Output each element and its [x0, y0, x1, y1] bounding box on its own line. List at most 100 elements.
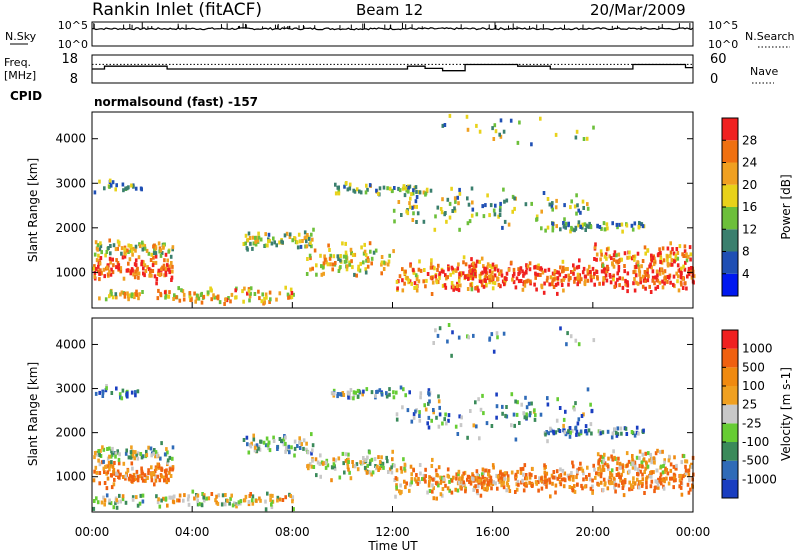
range-cell — [252, 437, 256, 442]
range-cell — [482, 411, 485, 416]
range-cell — [525, 263, 528, 268]
range-cell — [666, 261, 670, 266]
range-cell — [456, 281, 459, 286]
range-cell — [585, 475, 588, 479]
range-cell — [153, 274, 157, 279]
range-cell — [328, 256, 332, 261]
range-cell — [515, 487, 519, 492]
range-cell — [617, 483, 621, 488]
range-cell — [653, 281, 656, 286]
range-cell — [595, 257, 598, 262]
range-cell — [535, 217, 539, 222]
range-cell — [239, 501, 242, 506]
range-cell — [448, 113, 452, 118]
range-cell — [205, 496, 208, 501]
range-cell — [407, 185, 410, 190]
range-cell — [254, 242, 258, 247]
range-cell — [406, 276, 409, 281]
range-cell — [312, 465, 316, 469]
range-cell — [610, 454, 613, 459]
range-cell — [632, 480, 635, 485]
range-cell — [432, 496, 436, 501]
range-cell — [680, 271, 683, 276]
range-cell — [423, 403, 426, 408]
range-cell — [432, 410, 435, 415]
range-cell — [149, 269, 152, 274]
range-cell — [635, 280, 638, 285]
range-cell — [110, 291, 113, 296]
range-cell — [507, 485, 511, 490]
range-cell — [353, 252, 357, 257]
range-cell — [510, 423, 513, 428]
range-cell — [683, 249, 687, 254]
range-cell — [480, 256, 484, 261]
range-cell — [661, 285, 665, 290]
range-cell — [96, 243, 100, 248]
range-cell — [414, 185, 418, 190]
range-cell — [458, 272, 461, 277]
range-cell — [554, 430, 558, 435]
range-cell — [248, 294, 252, 299]
range-cell — [105, 486, 109, 491]
range-cell — [153, 448, 156, 452]
range-cell — [98, 261, 102, 266]
nave-label: Nave — [750, 65, 778, 78]
range-cell — [154, 466, 158, 471]
range-cell — [168, 470, 171, 475]
range-cell — [588, 221, 591, 226]
range-cell — [638, 272, 641, 277]
range-cell — [625, 282, 628, 287]
range-cell — [153, 469, 157, 474]
range-cell — [110, 460, 113, 465]
range-cell — [350, 250, 353, 255]
range-cell — [450, 478, 454, 483]
range-cell — [97, 264, 100, 269]
range-cell — [267, 440, 271, 445]
range-cell — [117, 457, 121, 462]
range-cell — [125, 471, 128, 476]
range-cell — [275, 297, 278, 302]
range-cell — [469, 273, 473, 278]
range-cell — [170, 275, 174, 280]
range-cell — [497, 282, 501, 287]
range-cell — [471, 207, 475, 212]
range-cell — [689, 257, 692, 262]
range-cell — [143, 263, 147, 268]
range-cell — [569, 205, 572, 210]
range-cell — [117, 263, 121, 268]
range-cell — [624, 464, 628, 469]
range-cell — [178, 498, 181, 503]
range-cell — [522, 273, 525, 278]
range-cell — [375, 188, 378, 193]
range-cell — [154, 454, 157, 459]
range-cell — [526, 264, 530, 269]
range-cell — [516, 140, 520, 145]
range-cell — [472, 487, 475, 492]
range-cell — [127, 243, 130, 248]
range-cell — [110, 462, 113, 467]
range-cell — [452, 284, 455, 289]
range-cell — [127, 261, 130, 266]
range-cell — [140, 262, 143, 267]
range-cell — [493, 266, 497, 271]
range-cell — [373, 457, 377, 462]
range-cell — [96, 500, 100, 505]
range-cell — [157, 497, 160, 502]
range-cell — [634, 265, 638, 269]
range-cell — [446, 339, 449, 344]
range-cell — [121, 494, 125, 499]
range-cell — [679, 480, 683, 485]
range-cell — [492, 137, 496, 141]
range-cell — [248, 298, 251, 303]
range-cell — [137, 271, 141, 276]
colorbar-tick-label: 25 — [742, 398, 757, 412]
range-cell — [687, 490, 691, 495]
range-cell — [99, 256, 102, 261]
range-cell — [289, 287, 293, 292]
range-cell — [291, 238, 294, 243]
range-cell — [108, 269, 111, 274]
range-cell — [556, 476, 560, 481]
range-cell — [573, 484, 576, 489]
range-cell — [119, 292, 122, 297]
